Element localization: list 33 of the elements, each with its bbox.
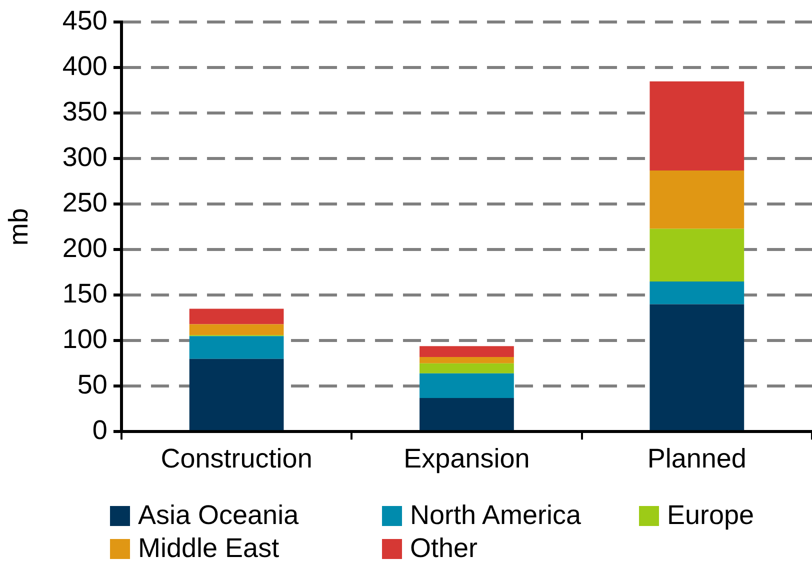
bar	[420, 346, 514, 357]
y-tick-label: 300	[62, 142, 108, 172]
y-axis-title: mb	[4, 208, 34, 246]
bar	[420, 363, 514, 374]
y-tick-label: 450	[62, 6, 108, 36]
legend-label: Europe	[667, 500, 754, 531]
bar	[650, 228, 744, 282]
legend-label: Asia Oceania	[138, 500, 299, 531]
bar	[420, 373, 514, 398]
y-tick-label: 250	[62, 188, 108, 218]
legend-label: Middle East	[138, 533, 280, 564]
y-tick-label: 200	[62, 233, 108, 264]
bar	[420, 398, 514, 430]
bar	[420, 357, 514, 364]
bar	[189, 336, 284, 359]
y-tick-label: 400	[62, 51, 108, 82]
legend-label: North America	[410, 500, 582, 531]
bar	[650, 81, 744, 170]
y-tick-label: 150	[62, 278, 108, 309]
bar	[189, 308, 284, 324]
legend-label: Other	[410, 533, 478, 564]
bar	[189, 324, 284, 336]
bar	[650, 281, 744, 304]
bar	[189, 358, 284, 430]
y-tick-label: 50	[77, 370, 108, 400]
bar	[650, 170, 744, 229]
x-tick-label: Construction	[160, 443, 312, 474]
y-tick-label: 100	[62, 324, 108, 354]
y-tick-label: 0	[92, 415, 108, 446]
bar	[650, 304, 744, 430]
x-tick-label: Expansion	[404, 443, 530, 474]
x-tick-label: Planned	[647, 443, 746, 474]
y-tick-label: 350	[62, 96, 108, 127]
